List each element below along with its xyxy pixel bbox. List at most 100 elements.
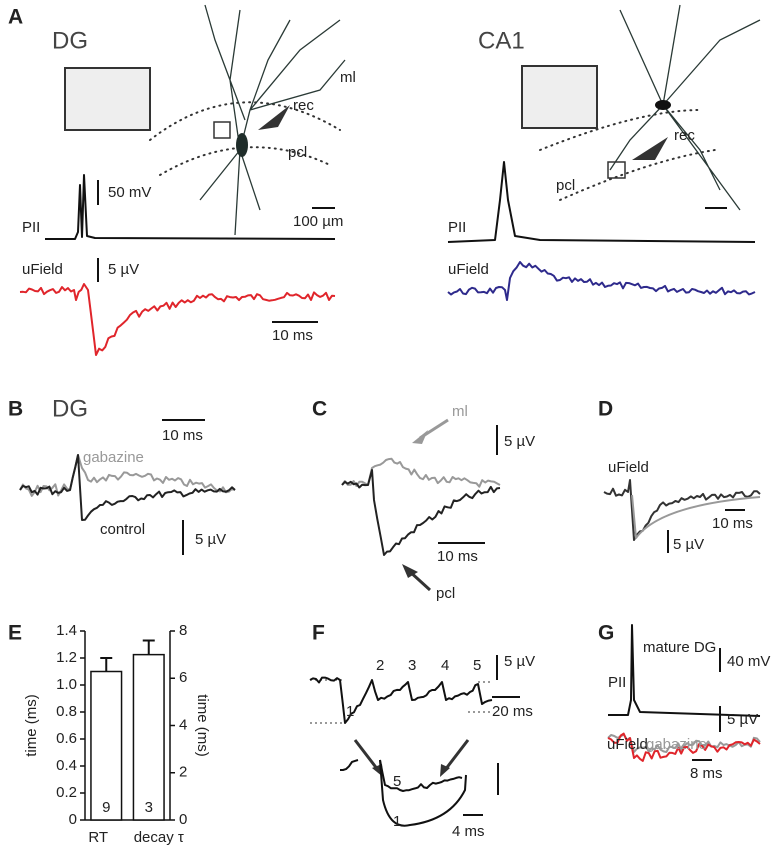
label: 5 µV	[195, 531, 226, 548]
label: uField	[448, 261, 489, 278]
y2-tick-label: 2	[179, 764, 187, 781]
label: B	[8, 398, 23, 421]
label: C	[312, 398, 327, 421]
error-bar	[142, 639, 155, 655]
y-tick-label: 1.4	[56, 622, 77, 639]
label: uField	[608, 459, 649, 476]
scale-bars	[97, 180, 745, 816]
y2-tick-label: 6	[179, 669, 187, 686]
pii-trace	[45, 174, 336, 240]
inset-marker	[213, 121, 231, 139]
label: ml	[452, 403, 468, 420]
label: gabazine	[646, 736, 707, 753]
ufield-trace	[607, 732, 761, 762]
label: control	[100, 521, 145, 538]
control-trace	[19, 454, 236, 521]
label: 5	[393, 773, 401, 790]
label: PII	[22, 219, 40, 236]
label: uField	[22, 261, 63, 278]
label: F	[312, 622, 325, 645]
label: ml	[340, 69, 356, 86]
gabazine-trace	[607, 733, 761, 753]
label: PII	[608, 674, 626, 691]
x-tick-label: RT	[88, 829, 108, 846]
label: pcl	[436, 585, 455, 602]
label: 4 ms	[452, 823, 485, 840]
label: 2	[376, 657, 384, 674]
n-label: 9	[102, 799, 110, 816]
label: rec	[674, 127, 695, 144]
ufield-trace	[447, 261, 756, 301]
pcl-trace	[341, 469, 501, 556]
y-tick-label: 1.2	[56, 649, 77, 666]
y2-tick-label: 8	[179, 622, 187, 639]
label: mature DG	[643, 639, 716, 656]
pii-trace	[447, 161, 756, 243]
error-bar	[100, 657, 113, 672]
baseline-trace	[340, 759, 359, 771]
bar	[132, 653, 165, 821]
ufield-trace	[19, 283, 336, 356]
n-label: 3	[145, 799, 153, 816]
label: D	[598, 398, 613, 421]
label: 1	[346, 703, 354, 720]
label: 5 µV	[108, 261, 139, 278]
train-trace	[309, 676, 493, 724]
y-tick-label: 0.2	[56, 784, 77, 801]
x-tick-label: decay τ	[134, 829, 184, 846]
label: 5 µV	[727, 711, 758, 728]
label: 5	[473, 657, 481, 674]
label: 8 ms	[690, 765, 723, 782]
label: CA1	[478, 27, 525, 54]
label: 10 ms	[272, 327, 313, 344]
y-tick-label: 0.4	[56, 757, 77, 774]
electrode	[632, 137, 668, 160]
label: PII	[448, 219, 466, 236]
y-tick-label: 0	[69, 811, 77, 828]
inset-marker	[607, 161, 626, 179]
dg-neuron	[64, 4, 346, 236]
f-dotted-lines	[310, 679, 492, 724]
overlay-1-trace	[379, 759, 467, 827]
label: 5 µV	[673, 536, 704, 553]
inset	[64, 67, 151, 131]
label: gabazine	[83, 449, 144, 466]
soma	[236, 133, 248, 157]
label: 100 µm	[293, 213, 343, 230]
y2-axis-label: time (ms)	[194, 694, 211, 757]
y-tick-label: 0.6	[56, 730, 77, 747]
y-axis-label: time (ms)	[23, 694, 40, 757]
label: 5 µV	[504, 433, 535, 450]
label: 10 ms	[437, 548, 478, 565]
label: 4	[441, 657, 449, 674]
label: pcl	[288, 144, 307, 161]
label: DG	[52, 395, 88, 422]
traces	[19, 161, 761, 827]
label: E	[8, 622, 22, 645]
ufield-trace	[603, 479, 761, 541]
fit-trace	[631, 494, 761, 539]
label: 10 ms	[712, 515, 753, 532]
label: 5 µV	[504, 653, 535, 670]
label: DG	[52, 27, 88, 54]
gabazine-trace	[19, 454, 236, 497]
label: rec	[293, 97, 314, 114]
soma	[655, 100, 671, 110]
inset	[521, 65, 598, 129]
label: G	[598, 622, 614, 645]
ca1-neuron	[521, 4, 761, 211]
pii-trace	[608, 624, 761, 717]
y-tick-label: 1.0	[56, 676, 77, 693]
label: uField	[607, 736, 648, 753]
y2-tick-label: 4	[179, 716, 187, 733]
label: 20 ms	[492, 703, 533, 720]
overlay-5-trace	[379, 759, 463, 792]
electrode	[258, 105, 290, 130]
label: A	[8, 6, 23, 29]
bar	[90, 670, 123, 821]
y-tick-label: 0.8	[56, 703, 77, 720]
label: 40 mV	[727, 653, 770, 670]
label: pcl	[556, 177, 575, 194]
